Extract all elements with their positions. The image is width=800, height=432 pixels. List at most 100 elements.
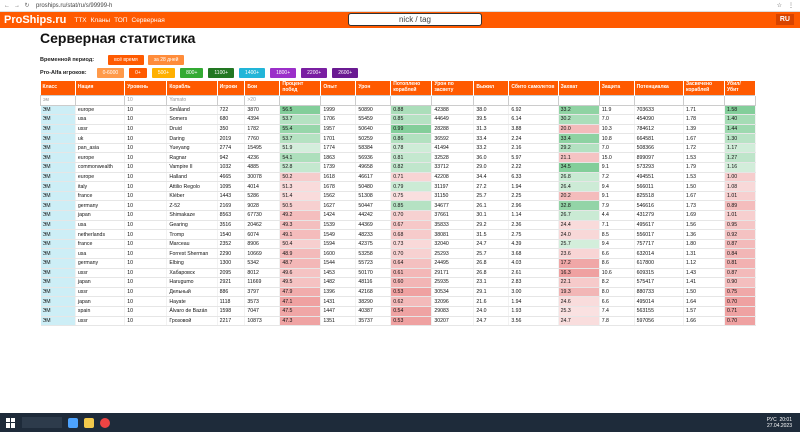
column-filter-input[interactable] (633, 94, 684, 106)
file-explorer-icon[interactable] (84, 417, 94, 428)
column-header[interactable]: Урон по засвету (431, 81, 475, 95)
column-filter-input[interactable] (724, 94, 756, 106)
column-filter-input[interactable] (390, 94, 433, 106)
skill-chip[interactable]: 2600+ (332, 68, 359, 78)
column-header[interactable]: Нация (75, 81, 126, 95)
period-chip[interactable]: всё время (108, 55, 144, 65)
taskbar-search[interactable] (22, 417, 62, 428)
table-cell[interactable]: Somers (166, 114, 218, 125)
table-cell[interactable]: Daring (166, 133, 218, 144)
nav-server[interactable]: Серверная (131, 16, 165, 24)
skill-chip[interactable]: 0+ (129, 68, 147, 78)
table-row[interactable]: ЭМ france 10 Marceau 2352 8906 50.4 1594 42375 0.… (40, 239, 756, 250)
nav-top[interactable]: ТОП (114, 16, 128, 24)
skill-chip[interactable]: 2200+ (301, 68, 328, 78)
column-header[interactable]: Бои (244, 81, 281, 95)
keyboard-lang[interactable]: РУС (766, 416, 777, 423)
table-row[interactable]: ЭМ ussr 10 Хабаровск 2095 8012 49.6 1453 50170 0.… (40, 268, 756, 279)
column-header[interactable]: Процент побед (279, 81, 322, 95)
column-filter-input[interactable]: эм (40, 94, 76, 106)
table-cell[interactable]: Halland (166, 172, 218, 183)
table-cell[interactable]: Marceau (166, 239, 218, 250)
table-row[interactable]: ЭМ netherlands 10 Tromp 1540 6074 49.1 1549 4823… (40, 229, 756, 240)
site-logo[interactable]: ProShips.ru (4, 14, 67, 26)
column-header[interactable]: Потенциалка (634, 81, 684, 95)
table-cell[interactable]: Kléber (166, 191, 218, 202)
table-row[interactable]: ЭМ japan 10 Hayate 1118 3573 47.1 1431 38290 0.62… (40, 296, 756, 307)
windows-start-icon[interactable] (6, 417, 16, 428)
table-row[interactable]: ЭМ ussr 10 Дельный 886 3797 47.9 1396 42168 0.53 3… (40, 287, 756, 298)
column-filter-input[interactable]: 10 (124, 94, 168, 106)
table-row[interactable]: ЭМ japan 10 Harugumo 2921 11669 49.5 1482 48116 0… (40, 277, 756, 288)
table-cell[interactable]: Álvaro de Bazán (166, 306, 218, 317)
skill-chip[interactable]: 1400+ (239, 68, 266, 78)
column-filter-input[interactable] (279, 94, 322, 106)
table-row[interactable]: ЭМ uk 10 Daring 2019 7760 53.7 1701 50259 0.86 365… (40, 133, 756, 144)
back-icon[interactable]: ← (4, 2, 10, 9)
table-cell[interactable]: Attilio Regolo (166, 181, 218, 192)
column-filter-input[interactable] (431, 94, 475, 106)
table-cell[interactable]: Harugumo (166, 277, 218, 288)
column-header[interactable]: Выжил (473, 81, 510, 95)
column-filter-input[interactable] (355, 94, 392, 106)
table-cell[interactable]: Vampire II (166, 162, 218, 173)
star-icon[interactable]: ☆ (776, 3, 782, 9)
column-header[interactable]: Игроки (217, 81, 246, 95)
column-header[interactable]: Захват (558, 81, 600, 95)
skill-chip[interactable]: 1800+ (270, 68, 297, 78)
table-row[interactable]: ЭМ usa 10 Forrest Sherman 2290 10669 48.9 1600 5… (40, 248, 756, 259)
table-row[interactable]: ЭМ italy 10 Attilio Regolo 1095 4014 51.3 1678 5… (40, 181, 756, 192)
language-button[interactable]: RU (775, 14, 794, 25)
column-filter-input[interactable] (508, 94, 559, 106)
column-filter-input[interactable] (598, 94, 635, 106)
column-header[interactable]: Сбито самолетов (508, 81, 559, 95)
table-cell[interactable]: Shimakaze (166, 210, 218, 221)
table-row[interactable]: ЭМ commonwealth 10 Vampire II 1032 4885 52.8 17… (40, 162, 756, 173)
column-header[interactable]: Потоплено кораблей (390, 81, 433, 95)
skill-chip[interactable]: 500+ (151, 68, 176, 78)
table-row[interactable]: ЭМ ussr 10 Druid 350 1782 55.4 1957 50640 0.99 282… (40, 124, 756, 135)
search-input[interactable]: nick / tag (348, 13, 482, 26)
skill-chip[interactable]: 0-6000 (96, 68, 125, 78)
table-cell[interactable]: Дельный (166, 287, 218, 298)
column-header[interactable]: Корабль (166, 81, 218, 95)
chrome-icon[interactable] (100, 417, 110, 428)
table-cell[interactable]: Хабаровск (166, 268, 218, 279)
table-row[interactable]: ЭМ usa 10 Gearing 3516 20462 49.3 1539 44369 0.67… (40, 220, 756, 231)
column-filter-input[interactable] (216, 94, 246, 106)
address-bar[interactable]: proships.ru/stat/ru/s/99999-h (36, 2, 113, 9)
column-header[interactable]: Урон (355, 81, 392, 95)
skill-chip[interactable]: 1100+ (208, 68, 235, 78)
table-cell[interactable]: Tromp (166, 229, 218, 240)
period-chip[interactable]: за 28 дней (147, 55, 185, 65)
nav-clans[interactable]: Кланы (90, 16, 111, 24)
column-header[interactable]: Защита (599, 81, 635, 95)
column-filter-input[interactable] (320, 94, 357, 106)
skill-chip[interactable]: 800+ (180, 68, 204, 78)
column-filter-input[interactable]: Yamato (166, 94, 218, 106)
menu-icon[interactable]: ⋮ (788, 3, 794, 9)
nav-ttx[interactable]: ТТХ (74, 16, 87, 24)
forward-icon[interactable]: → (14, 2, 20, 9)
table-cell[interactable]: Druid (166, 124, 218, 135)
column-filter-input[interactable] (682, 94, 726, 106)
table-cell[interactable]: Yueyang (166, 143, 218, 154)
table-row[interactable]: ЭМ germany 10 Elbing 1300 5342 48.7 1544 55723 0.… (40, 258, 756, 269)
table-cell[interactable]: Hayate (166, 296, 218, 307)
table-row[interactable]: ЭМ europe 10 Ragnar 942 4236 54.1 1863 56936 0.81… (40, 152, 756, 164)
column-filter-input[interactable] (74, 94, 126, 106)
column-filter-input[interactable] (557, 94, 600, 106)
table-cell[interactable]: Грозовой (166, 316, 218, 327)
column-filter-input[interactable]: >20 (244, 94, 281, 106)
table-cell[interactable]: Gearing (166, 220, 218, 231)
table-cell[interactable]: Småland (166, 105, 218, 116)
column-filter-input[interactable] (473, 94, 510, 106)
column-header[interactable]: Засвечено кораблей (683, 81, 726, 95)
table-row[interactable]: ЭМ ussr 10 Грозовой 2217 10873 47.3 1351 35737 0.… (40, 316, 756, 327)
table-cell[interactable]: Z-52 (166, 200, 218, 212)
table-cell[interactable]: Forrest Sherman (166, 248, 218, 259)
table-row[interactable]: ЭМ europe 10 Halland 4665 30078 50.2 1618 46617 0… (40, 172, 756, 183)
column-header[interactable]: Уровень (124, 81, 168, 95)
column-header[interactable]: Убил/ Убит (724, 81, 756, 95)
column-header[interactable]: Класс (40, 81, 76, 95)
